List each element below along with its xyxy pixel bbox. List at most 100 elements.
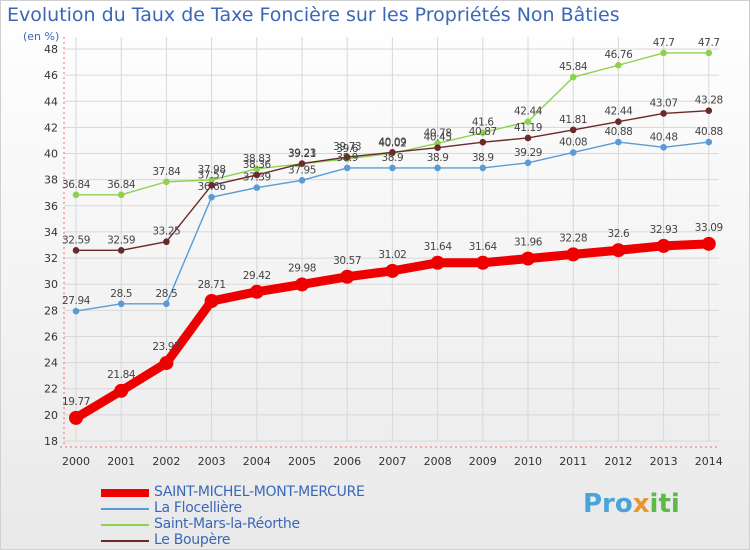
data-label: 38.9 — [336, 152, 358, 164]
data-point — [705, 49, 713, 57]
y-tick-label: 36 — [44, 200, 58, 213]
data-point — [208, 193, 215, 201]
data-label: 40.09 — [378, 136, 406, 148]
data-label: 38.36 — [243, 159, 272, 171]
data-point — [615, 138, 622, 146]
y-tick-label: 34 — [44, 226, 58, 239]
data-point — [72, 247, 80, 254]
data-point — [705, 138, 713, 146]
y-tick-label: 20 — [44, 409, 58, 422]
proxiti-logo: Proxiti — [583, 489, 680, 519]
data-label: 41.6 — [472, 117, 494, 129]
data-label: 47.7 — [698, 37, 720, 49]
legend-swatch-la-flocelliere — [101, 508, 149, 510]
data-point — [701, 236, 716, 251]
data-label: 37.84 — [152, 166, 181, 178]
data-point — [159, 355, 174, 370]
y-tick-label: 22 — [44, 383, 58, 396]
data-label: 36.66 — [198, 181, 227, 193]
data-point — [479, 129, 487, 136]
legend-label: Saint-Mars-la-Réorthe — [154, 516, 300, 532]
data-point — [298, 177, 306, 184]
data-point — [204, 294, 219, 309]
x-tick-label: 2010 — [514, 455, 542, 468]
data-label: 40.87 — [469, 126, 497, 138]
data-point — [611, 243, 626, 258]
x-tick-label: 2014 — [695, 455, 723, 468]
data-label: 40.02 — [378, 137, 406, 149]
data-label: 42.44 — [514, 106, 543, 118]
series-le-boup-re: 32.59 32.59 33.25 37.57 38.36 39.23 39.73 40.09… — [62, 95, 723, 254]
data-label: 31.96 — [514, 237, 543, 249]
data-label: 40.45 — [424, 132, 452, 144]
y-tick-label: 24 — [44, 357, 58, 370]
data-label: 33.09 — [695, 222, 723, 234]
data-label: 31.64 — [424, 241, 453, 253]
data-label: 38.9 — [472, 152, 494, 164]
x-tick-label: 2003 — [198, 455, 226, 468]
y-tick-label: 18 — [44, 435, 58, 448]
data-label: 39.73 — [333, 141, 361, 153]
data-label: 32.28 — [559, 232, 587, 244]
data-point — [163, 178, 170, 186]
data-label: 39.21 — [288, 148, 316, 160]
x-tick-label: 2006 — [333, 455, 361, 468]
data-point — [389, 149, 396, 156]
y-tick-label: 32 — [44, 252, 58, 265]
data-point — [569, 149, 577, 156]
legend-label: Le Boupère — [154, 532, 231, 548]
data-label: 39.6 — [336, 143, 358, 155]
data-label: 40.88 — [604, 126, 632, 138]
y-tick-label: 44 — [44, 95, 58, 108]
y-axis-unit: (en %) — [23, 30, 60, 43]
data-point — [479, 138, 487, 146]
data-point — [208, 176, 215, 184]
data-label: 21.84 — [107, 369, 136, 381]
data-label: 32.59 — [107, 234, 135, 246]
data-label: 29.98 — [288, 262, 316, 274]
data-point — [343, 164, 351, 172]
x-tick-label: 2008 — [424, 455, 452, 468]
data-label: 36.84 — [62, 179, 91, 191]
data-label: 42.44 — [604, 106, 633, 118]
data-label: 38.83 — [243, 153, 271, 165]
series-saint-michel-mont-mercure: 19.77 21.84 23.97 28.71 29.42 29.98 30.57 31.02… — [62, 222, 723, 425]
data-point — [253, 165, 261, 173]
data-point — [569, 126, 577, 134]
data-point — [343, 153, 351, 161]
data-label: 32.93 — [650, 224, 678, 236]
data-point — [569, 73, 577, 81]
data-point — [114, 383, 129, 398]
data-point — [566, 247, 581, 262]
data-label: 40.88 — [695, 126, 723, 138]
data-point — [117, 300, 125, 308]
data-label: 29.42 — [243, 270, 271, 282]
y-tick-label: 42 — [44, 121, 58, 134]
data-point — [249, 284, 264, 299]
x-tick-label: 2007 — [378, 455, 406, 468]
data-label: 39.29 — [514, 147, 542, 159]
legend-label: La Flocellière — [154, 500, 242, 516]
data-label: 28.71 — [198, 279, 226, 291]
data-point — [479, 164, 487, 172]
data-label: 33.25 — [152, 226, 180, 238]
data-point — [434, 144, 441, 151]
data-label: 28.5 — [110, 288, 132, 300]
data-point — [208, 181, 215, 189]
x-tick-label: 2004 — [243, 455, 271, 468]
data-label: 38.9 — [382, 152, 404, 164]
data-point — [660, 49, 667, 57]
data-point — [475, 255, 490, 270]
data-label: 37.57 — [198, 169, 226, 181]
y-tick-label: 28 — [44, 304, 58, 317]
data-point — [72, 191, 80, 199]
data-label: 31.64 — [469, 241, 498, 253]
data-point — [117, 247, 125, 254]
chart-title: Evolution du Taux de Taxe Foncière sur l… — [7, 4, 620, 26]
data-label: 43.07 — [650, 97, 678, 109]
legend-swatch-saint-michel — [101, 489, 149, 497]
data-point — [524, 134, 532, 142]
data-label: 28.5 — [156, 288, 178, 300]
data-point — [298, 160, 306, 167]
